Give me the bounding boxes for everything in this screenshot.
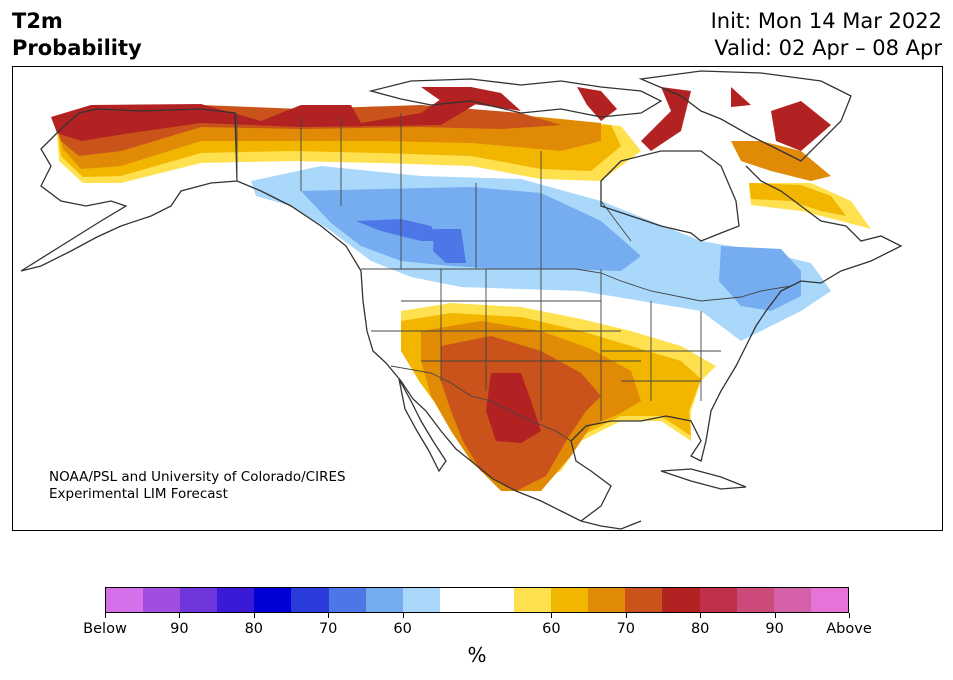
coastlines [20, 70, 903, 530]
cool-region-medium-blue-2 [433, 229, 466, 263]
colorbar-swatch [106, 588, 144, 612]
alaska-panhandle [236, 180, 362, 272]
colorbar-swatch [476, 588, 515, 612]
gulf-coast [570, 165, 903, 522]
central-america [580, 520, 642, 530]
colorbar-tick-label: 70 [318, 621, 338, 637]
probability-map [20, 70, 903, 530]
warm-region-labrador-gold [749, 183, 846, 216]
warm-region-greenland-red-3 [771, 101, 831, 151]
colorbar-swatch [180, 588, 218, 612]
title-line-2: Probability [12, 36, 142, 60]
forecast-dates: Init: Mon 14 Mar 2022 Valid: 02 Apr – 08… [711, 8, 942, 62]
us-states [371, 269, 721, 421]
colorbar-tick-label: 60 [542, 621, 561, 637]
colorbar-tick-label: 60 [393, 621, 412, 637]
alaska-coast [20, 108, 238, 272]
valid-range: Valid: 02 Apr – 08 Apr [714, 36, 942, 60]
baja [398, 378, 447, 473]
colorbar-tick-label: 80 [244, 621, 264, 637]
canada-provinces [236, 113, 632, 269]
greenland [638, 70, 852, 162]
colorbar-tick-label: Below [83, 621, 127, 637]
colorbar-swatch [254, 588, 292, 612]
cool-region-medium-blue [356, 219, 441, 241]
hudson-bay [600, 150, 740, 242]
warm-region-greenland-red-2 [731, 87, 751, 107]
colorbar-swatch [291, 588, 329, 612]
colorbar-tick-label: 70 [616, 621, 636, 637]
political-borders [236, 113, 792, 442]
credit-text: NOAA/PSL and University of Colorado/CIRE… [49, 469, 346, 503]
colorbar-tick-mark [700, 613, 702, 618]
us-canada-border [361, 268, 792, 302]
colorbar-swatch [551, 588, 589, 612]
colorbar-tick-mark [402, 613, 404, 618]
warm-region-greenland-orange [731, 141, 831, 181]
arctic-islands [368, 78, 663, 118]
colorbar-swatch [514, 588, 552, 612]
colorbar-tick-mark [774, 613, 776, 618]
init-date: Init: Mon 14 Mar 2022 [710, 9, 942, 33]
colorbar-swatch [662, 588, 700, 612]
west-coast [360, 270, 582, 522]
cool-region-blue-east [719, 246, 801, 311]
colorbar-swatch [699, 588, 737, 612]
credit-line-2: Experimental LIM Forecast [49, 486, 228, 502]
colorbar-tick-mark [253, 613, 255, 618]
colorbar-tick-mark [849, 613, 850, 618]
warm-region-greenland-red [641, 87, 691, 151]
colorbar-tick-label: 90 [765, 621, 784, 637]
colorbar-unit: % [467, 643, 487, 667]
map-title: T2m Probability [12, 8, 142, 62]
colorbar-swatch [439, 588, 477, 612]
colorbar-swatch [217, 588, 255, 612]
colorbar-swatch [402, 588, 440, 612]
cuba [660, 468, 747, 490]
colorbar-swatch [810, 588, 848, 612]
colorbar-tick-mark [625, 613, 627, 618]
warm-region-arctic-red-2 [577, 87, 617, 121]
colorbar-swatch [773, 588, 811, 612]
warm-region-north-red [51, 99, 481, 141]
colorbar-swatch [143, 588, 181, 612]
colorbar-tick-mark [551, 613, 553, 618]
warm-region-arctic-red [421, 87, 521, 111]
colorbar-swatch [625, 588, 663, 612]
colorbar-tick-mark [328, 613, 330, 618]
colorbar-tick-label: 90 [170, 621, 189, 637]
colorbar [105, 587, 849, 613]
colorbar-tick-mark [179, 613, 181, 618]
colorbar-swatch [588, 588, 626, 612]
warm-region-south-red [486, 373, 541, 443]
colorbar-tick-label: Above [826, 621, 872, 637]
colorbar-swatch [328, 588, 366, 612]
credit-line-1: NOAA/PSL and University of Colorado/CIRE… [49, 469, 346, 485]
colorbar-swatch [736, 588, 774, 612]
us-mexico-border [390, 365, 572, 442]
colorbar-swatch [365, 588, 403, 612]
colorbar-tick-label: 80 [690, 621, 710, 637]
map-panel [12, 66, 943, 531]
title-line-1: T2m [12, 9, 63, 33]
colorbar-tick-mark [105, 613, 106, 618]
cool-region-blue [301, 187, 641, 271]
